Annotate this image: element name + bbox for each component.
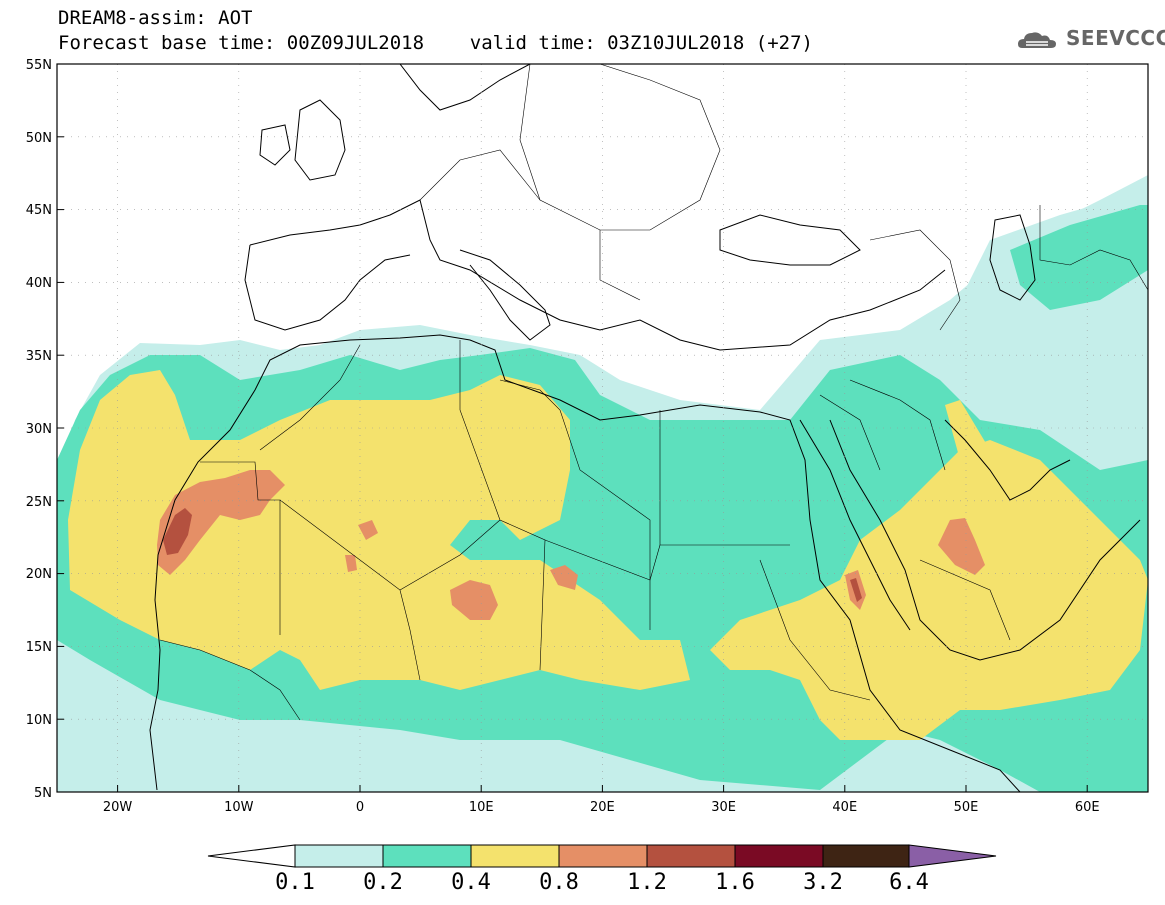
colorbar-segment: [294, 844, 384, 868]
colorbar-segment: [822, 844, 910, 868]
colorbar-segment: [558, 844, 648, 868]
italy-coastline: [459, 249, 551, 341]
colorbar-label: 0.1: [275, 870, 315, 895]
aot-1.2-region: [163, 508, 192, 555]
country-borders: [159, 64, 1148, 721]
lat-label: 15N: [26, 640, 52, 655]
lat-label: 25N: [26, 495, 52, 510]
lon-label: 40E: [832, 800, 857, 815]
aot-0.8-region: [345, 555, 357, 572]
lat-label: 40N: [26, 276, 52, 291]
lon-label: 30E: [711, 800, 736, 815]
colorbar-label: 1.2: [627, 870, 667, 895]
graticule: [57, 64, 1148, 792]
caspian-coastline: [989, 214, 1036, 301]
lon-label: 20W: [103, 800, 133, 815]
colorbar: [207, 844, 997, 868]
lon-label: 20E: [590, 800, 615, 815]
red-sea-coastline: [799, 419, 911, 631]
uk-coastline: [294, 99, 346, 181]
aot-0.8-region: [358, 520, 378, 540]
aot-0.4-region: [945, 400, 990, 460]
lon-label: 10W: [224, 800, 254, 815]
aot-contours: [57, 175, 1148, 792]
colorbar-label: 6.4: [889, 870, 929, 895]
aot-0.8-region: [550, 565, 578, 590]
lat-label: 5N: [34, 786, 52, 801]
colorbar-label: 0.4: [451, 870, 491, 895]
colorbar-label: 0.8: [539, 870, 579, 895]
scandinavia-coastline: [399, 64, 531, 111]
europe-coastline: [249, 199, 946, 351]
aot-0.4-region: [68, 370, 690, 690]
colorbar-label: 3.2: [803, 870, 843, 895]
persian-gulf-coastline: [944, 419, 1071, 501]
colorbar-segment: [734, 844, 824, 868]
lat-label: 10N: [26, 713, 52, 728]
colorbar-label: 1.6: [715, 870, 755, 895]
aot-0.8-region: [450, 580, 498, 620]
aot-1.2-region: [850, 578, 862, 602]
iberia-coastline: [244, 244, 411, 331]
lon-label: 0: [356, 800, 364, 815]
aot-0.4-region: [710, 440, 1148, 740]
lat-label: 35N: [26, 349, 52, 364]
aot-0.8-region: [938, 518, 985, 575]
colorbar-over-arrow: [908, 844, 997, 868]
longitude-labels: 20W 10W 0 10E 20E 30E 40E 50E 60E: [103, 800, 1100, 815]
forecast-time-subtitle: Forecast base time: 00Z09JUL2018 valid t…: [58, 32, 813, 54]
tick-marks: [57, 63, 1088, 793]
seevccc-logo: [1018, 32, 1056, 48]
lat-label: 30N: [26, 422, 52, 437]
map-title: DREAM8-assim: AOT: [58, 7, 253, 29]
ireland-coastline: [259, 124, 291, 166]
lat-label: 50N: [26, 131, 52, 146]
logo-text: SEEVCCC: [1066, 26, 1165, 50]
black-sea-coastline: [719, 214, 861, 266]
lat-label: 55N: [26, 58, 52, 73]
africa-coastline: [149, 334, 1021, 792]
cloud-logo-icon: [1018, 32, 1056, 48]
arabia-coastline: [829, 419, 1141, 661]
lon-label: 10E: [469, 800, 494, 815]
lon-label: 50E: [954, 800, 979, 815]
latitude-labels: 55N 50N 45N 40N 35N 30N 25N 20N 15N 10N …: [26, 58, 52, 801]
colorbar-label: 0.2: [363, 870, 403, 895]
coastlines: [149, 64, 1141, 792]
colorbar-segment: [646, 844, 736, 868]
lon-label: 60E: [1075, 800, 1100, 815]
colorbar-segment: [382, 844, 472, 868]
lat-label: 45N: [26, 203, 52, 218]
colorbar-under-arrow: [207, 844, 296, 868]
lat-label: 20N: [26, 567, 52, 582]
colorbar-segment: [470, 844, 560, 868]
aot-0.2-region: [1010, 205, 1148, 310]
aot-0.8-region: [157, 470, 285, 575]
